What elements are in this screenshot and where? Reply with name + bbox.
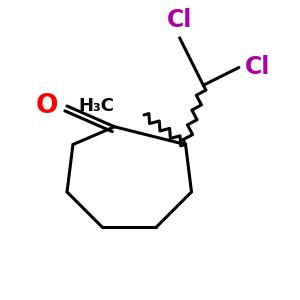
Text: Cl: Cl: [245, 56, 270, 80]
Text: O: O: [36, 93, 58, 119]
Text: H₃C: H₃C: [78, 97, 114, 115]
Text: Cl: Cl: [167, 8, 192, 32]
